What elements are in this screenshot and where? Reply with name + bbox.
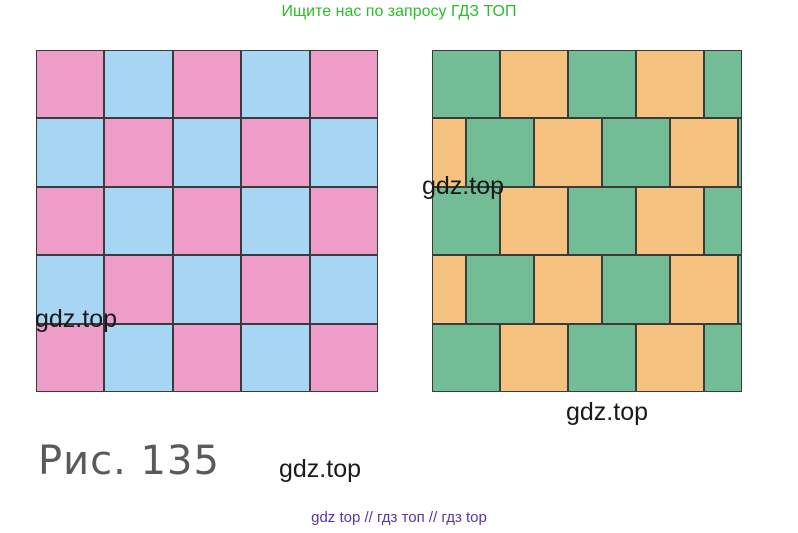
promo-banner-text: Ищите нас по запросу ГДЗ ТОП bbox=[281, 3, 517, 20]
checker-tile bbox=[172, 255, 242, 324]
checker-tile bbox=[36, 255, 105, 324]
figure-caption: Рис. 135 bbox=[38, 438, 220, 484]
checker-tile bbox=[241, 255, 310, 324]
brick-tile bbox=[466, 118, 534, 187]
checker-tile bbox=[241, 118, 310, 187]
brick-tile bbox=[500, 323, 568, 392]
checker-tile bbox=[36, 50, 105, 119]
brick-tile bbox=[602, 255, 670, 324]
checker-tile bbox=[172, 323, 242, 392]
checker-tile bbox=[172, 50, 242, 119]
checker-tile bbox=[309, 323, 378, 392]
watermark-text: gdz.top bbox=[279, 455, 362, 483]
footer-links[interactable]: gdz top // гдз топ // гдз top bbox=[311, 509, 487, 526]
brick-tile bbox=[500, 50, 568, 119]
checker-tile bbox=[36, 118, 105, 187]
brick-tile bbox=[704, 50, 742, 119]
brick-pattern bbox=[432, 50, 742, 392]
checker-tile bbox=[104, 255, 173, 324]
brick-tile bbox=[534, 255, 602, 324]
checker-tile bbox=[36, 186, 105, 256]
brick-tile bbox=[636, 186, 704, 256]
checker-tile bbox=[104, 186, 173, 256]
watermark-text: gdz.top bbox=[566, 398, 649, 426]
brick-tile bbox=[568, 50, 636, 119]
checker-tile bbox=[241, 186, 310, 256]
brick-tile bbox=[636, 50, 704, 119]
brick-tile bbox=[568, 186, 636, 256]
brick-tile bbox=[568, 323, 636, 392]
checkerboard-pattern bbox=[36, 50, 378, 392]
brick-tile bbox=[432, 186, 500, 256]
checker-tile bbox=[309, 118, 378, 187]
brick-tile bbox=[432, 323, 500, 392]
brick-tile bbox=[432, 50, 500, 119]
brick-tile bbox=[704, 186, 742, 256]
watermark-text: gdz.top bbox=[35, 305, 118, 333]
brick-tile bbox=[432, 118, 466, 187]
checker-tile bbox=[309, 255, 378, 324]
brick-tile bbox=[670, 118, 738, 187]
checker-tile bbox=[309, 186, 378, 256]
brick-tile bbox=[704, 323, 742, 392]
watermark-text: gdz.top bbox=[422, 172, 505, 200]
brick-tile bbox=[738, 255, 742, 324]
checker-tile bbox=[172, 186, 242, 256]
brick-tile bbox=[432, 255, 466, 324]
brick-tile bbox=[602, 118, 670, 187]
checker-tile bbox=[309, 50, 378, 119]
checker-tile bbox=[104, 323, 173, 392]
checker-tile bbox=[172, 118, 242, 187]
brick-tile bbox=[466, 255, 534, 324]
checker-tile bbox=[241, 323, 310, 392]
brick-tile bbox=[636, 323, 704, 392]
brick-tile bbox=[500, 186, 568, 256]
checker-tile bbox=[104, 50, 173, 119]
checker-tile bbox=[241, 50, 310, 119]
checker-tile bbox=[104, 118, 173, 187]
brick-tile bbox=[670, 255, 738, 324]
brick-tile bbox=[534, 118, 602, 187]
brick-tile bbox=[738, 118, 742, 187]
checker-tile bbox=[36, 323, 105, 392]
